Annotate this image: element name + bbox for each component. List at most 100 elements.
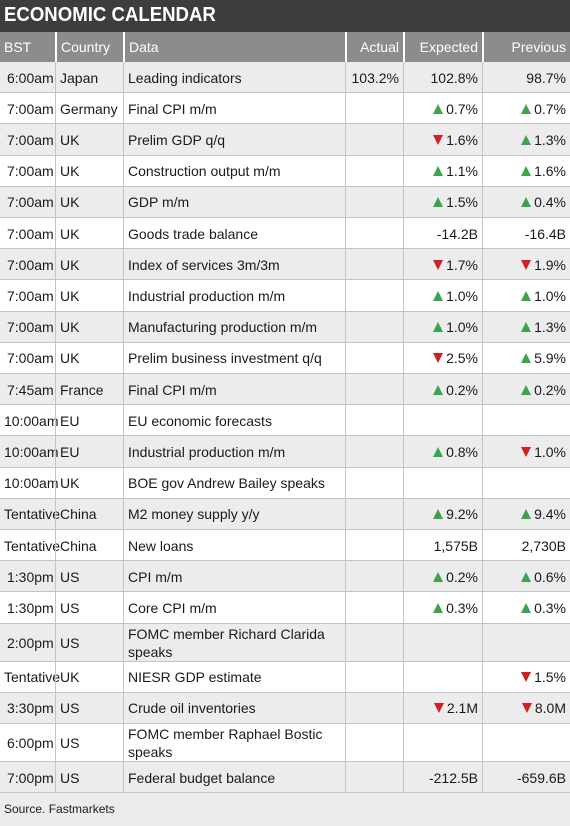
cell-country: UK	[56, 156, 123, 187]
cell-country: China	[56, 530, 123, 561]
column-divider	[123, 155, 124, 187]
triangle-up-icon	[521, 384, 532, 395]
cell-previous: 1.3%	[483, 312, 570, 343]
column-divider	[55, 218, 56, 250]
cell-data-text: Federal budget balance	[128, 769, 276, 786]
column-divider	[123, 374, 124, 406]
triangle-up-icon	[433, 446, 444, 457]
cell-actual	[346, 312, 403, 343]
cell-data: Federal budget balance	[124, 762, 345, 793]
table-row: 7:00am UK Prelim GDP q/q 1.6% 1.3%	[0, 124, 570, 156]
column-divider	[123, 467, 124, 499]
triangle-up-icon	[433, 602, 444, 613]
cell-expected-text: 1,575B	[433, 537, 478, 554]
row-divider	[0, 691, 570, 693]
column-divider	[345, 155, 346, 187]
cell-previous-text: 0.4%	[534, 194, 566, 211]
cell-previous-text: 0.2%	[534, 381, 566, 398]
cell-country: US	[56, 762, 123, 793]
column-divider	[482, 405, 483, 437]
cell-previous: 1.6%	[483, 156, 570, 187]
cell-actual	[346, 499, 403, 530]
column-divider	[55, 530, 56, 562]
cell-data: Core CPI m/m	[124, 592, 345, 623]
cell-time-text: Tentative	[4, 537, 61, 554]
cell-data: Index of services 3m/3m	[124, 249, 345, 280]
cell-previous: 0.4%	[483, 187, 570, 218]
column-divider	[403, 155, 404, 187]
column-divider	[345, 342, 346, 374]
column-divider	[123, 623, 124, 662]
table-row: Tentative UK NIESR GDP estimate 1.5%	[0, 661, 570, 693]
header-expected: Expected	[419, 39, 478, 55]
cell-previous: 0.3%	[483, 592, 570, 623]
cell-country-text: UK	[60, 256, 80, 273]
cell-previous-text: 1.3%	[534, 319, 566, 336]
column-divider	[482, 218, 483, 250]
cell-data-text: Industrial production m/m	[128, 443, 286, 460]
column-divider	[55, 467, 56, 499]
table-row: 6:00pm US FOMC member Raphael Bostic speak…	[0, 724, 570, 762]
row-divider	[0, 372, 570, 374]
table-row: 7:00am UK Goods trade balance -14.2B -16.4B	[0, 218, 570, 250]
column-divider	[482, 186, 483, 218]
column-divider	[482, 93, 483, 125]
cell-data-text: FOMC member Raphael Bostic speaks	[128, 726, 323, 760]
cell-time-text: 7:00am	[7, 256, 54, 273]
cell-expected-text: 1.7%	[446, 256, 478, 273]
cell-expected-text: 2.5%	[446, 350, 478, 367]
cell-data: FOMC member Richard Clarida speaks	[124, 624, 345, 662]
row-divider	[0, 466, 570, 468]
cell-time: Tentative	[0, 662, 60, 693]
cell-country-text: EU	[60, 412, 80, 429]
cell-previous-text: 2,730B	[521, 537, 566, 554]
cell-data: Final CPI m/m	[124, 374, 345, 405]
cell-country-text: US	[60, 634, 80, 651]
cell-expected-text: 1.6%	[446, 131, 478, 148]
cell-expected: -14.2B	[404, 218, 482, 249]
cell-expected-text: 1.1%	[446, 163, 478, 180]
cell-country-text: UK	[60, 225, 80, 242]
cell-time: 7:00am	[0, 343, 55, 374]
cell-expected: 1.0%	[404, 280, 482, 311]
column-divider	[403, 62, 404, 94]
header-divider	[345, 32, 347, 62]
column-divider	[403, 724, 404, 762]
cell-previous	[483, 405, 570, 436]
cell-country-text: EU	[60, 443, 80, 460]
cell-expected: 102.8%	[404, 62, 482, 93]
triangle-up-icon	[521, 571, 532, 582]
cell-previous-text: 1.3%	[534, 131, 566, 148]
row-divider	[0, 216, 570, 218]
column-divider	[345, 467, 346, 499]
column-divider	[403, 592, 404, 624]
cell-time: 3:30pm	[0, 693, 55, 724]
cell-actual	[346, 374, 403, 405]
cell-expected: 0.7%	[404, 93, 482, 124]
cell-data: Crude oil inventories	[124, 693, 345, 724]
cell-country: Japan	[56, 62, 123, 93]
triangle-down-icon	[521, 259, 532, 270]
cell-data-text: Manufacturing production m/m	[128, 319, 318, 336]
cell-data-text: M2 money supply y/y	[128, 506, 260, 523]
table-row: 10:00am EU Industrial production m/m 0.8% 1.…	[0, 436, 570, 468]
cell-country: EU	[56, 405, 123, 436]
triangle-down-icon	[521, 446, 532, 457]
table-row: 7:00am UK Construction output m/m 1.1% 1.6%	[0, 155, 570, 187]
column-divider	[123, 724, 124, 762]
column-divider	[345, 530, 346, 562]
cell-country: EU	[56, 436, 123, 467]
column-divider	[482, 692, 483, 724]
header-divider	[123, 32, 125, 62]
cell-time-text: 7:00am	[7, 225, 54, 242]
cell-actual	[346, 592, 403, 623]
cell-previous-text: 0.3%	[534, 599, 566, 616]
cell-expected-text: 1.0%	[446, 287, 478, 304]
cell-previous-text: 1.0%	[534, 287, 566, 304]
cell-time-text: 6:00pm	[7, 735, 54, 751]
cell-country: UK	[56, 124, 123, 155]
header-actual: Actual	[360, 39, 399, 55]
cell-expected: 1.6%	[404, 124, 482, 155]
cell-time-text: 10:00am	[4, 443, 59, 460]
cell-previous: 98.7%	[483, 62, 570, 93]
